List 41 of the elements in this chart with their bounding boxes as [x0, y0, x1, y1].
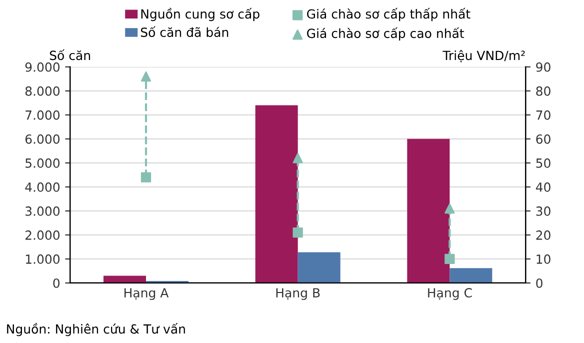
point [140, 172, 152, 182]
y2-tick-label: 10 [536, 254, 550, 264]
legend-label: Giá chào sơ cấp cao nhất [307, 27, 464, 41]
y-tick-label: 8.000 [25, 86, 60, 96]
y2-tick-label: 20 [536, 230, 550, 240]
legend-label: Nguồn cung sơ cấp [141, 8, 260, 22]
y2-tick-label: 50 [536, 158, 550, 168]
y-tick-label: 3.000 [26, 206, 60, 216]
bar [298, 252, 340, 283]
y-tick-label: 7.000 [26, 110, 60, 120]
bar [103, 276, 146, 283]
y-axis-title: Số căn [50, 49, 90, 60]
y-tick-label: 9.000 [25, 62, 60, 72]
x-tick-label: Hạng B [276, 288, 320, 300]
y-tick-label: 5.000 [26, 158, 60, 168]
y-tick-label: 2.000 [25, 230, 60, 240]
y-tick-label: 6.000 [25, 134, 60, 144]
legend-label: Giá chào sơ cấp thấp nhất [307, 8, 470, 22]
x-tick-label: Hạng C [428, 288, 472, 300]
text: Nguồn: Nghiên cứu & Tư vấn [7, 322, 185, 336]
point [140, 71, 152, 82]
point [292, 227, 303, 238]
y2-tick-label: 60 [536, 134, 550, 144]
y2-tick-label: 40 [536, 182, 550, 192]
y-tick-label: 1.000 [26, 254, 60, 264]
point [444, 254, 455, 264]
y2-tick-label: 70 [536, 110, 550, 120]
bar [255, 105, 298, 283]
bar [450, 268, 492, 283]
y-tick-label: 4.000 [25, 182, 60, 192]
y-tick-label: 0 [53, 278, 60, 288]
y2-tick-label: 0 [536, 278, 542, 288]
legend-label: Số căn đã bán [140, 26, 228, 38]
point [292, 153, 303, 164]
y2-tick-label: 80 [536, 86, 550, 96]
y2-axis-title: Triệu VND/m² [442, 50, 525, 62]
point [444, 203, 455, 214]
bar [407, 138, 450, 283]
y2-tick-label: 30 [536, 206, 550, 216]
x-tick-label: Hạng A [124, 288, 169, 300]
y2-tick-label: 90 [536, 62, 550, 72]
